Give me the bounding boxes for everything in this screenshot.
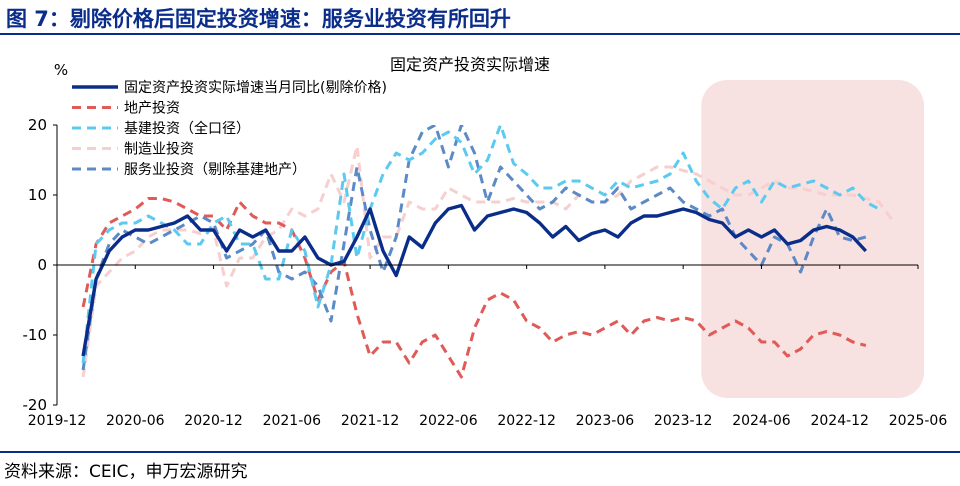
x-tick-label: 2024-06 [732,413,791,429]
x-tick-label: 2019-12 [28,413,87,429]
y-tick-label: 20 [28,116,47,134]
legend-label-2: 基建投资（全口径） [124,120,250,137]
x-tick-label: 2023-06 [576,413,635,429]
x-tick-label: 2021-12 [341,413,400,429]
legend-label-3: 制造业投资 [124,142,194,158]
legend-label-0: 固定资产投资实际增速当月同比(剔除价格) [124,80,387,96]
line-chart: -20 -10 0 10 20 2019-12 2020-06 2020-12 2021-06 2… [23,55,948,429]
x-tick-label: 2021-06 [263,413,322,429]
y-axis-unit: % [54,61,68,79]
axes: -20 -10 0 10 20 2019-12 2020-06 2020-12 2021-06 2… [23,116,948,429]
x-tick-label: 2025-06 [889,413,948,429]
footer-rule [0,451,960,453]
legend-label-1: 地产投资 [124,101,180,117]
figure-header: 图 7：剔除价格后固定投资增速：服务业投资有所回升 [0,0,960,34]
series-line-2 [81,125,880,364]
series-line-1 [81,197,867,379]
y-tick-label: 0 [37,256,47,274]
x-tick-label: 2020-12 [184,413,243,429]
x-tick-label: 2020-06 [106,413,165,429]
y-tick-label: 10 [28,186,47,204]
source-note: 资料来源：CEIC，申万宏源研究 [4,462,248,482]
header-rule [0,33,960,35]
figure-title: 图 7：剔除价格后固定投资增速：服务业投资有所回升 [6,7,511,31]
x-tick-label: 2022-12 [497,413,556,429]
x-tick-label: 2023-12 [654,413,713,429]
y-tick-label: -10 [23,326,48,344]
legend-label-4: 服务业投资（剔除基建地产） [124,161,306,178]
y-tick-label: -20 [23,396,48,414]
series-lines [81,125,894,379]
chart-title: 固定资产投资实际增速 [390,55,550,74]
x-tick-label: 2022-06 [419,413,478,429]
chart-container: -20 -10 0 10 20 2019-12 2020-06 2020-12 2021-06 2… [0,35,960,450]
series-line-0 [81,203,868,357]
x-tick-label: 2024-12 [810,413,869,429]
